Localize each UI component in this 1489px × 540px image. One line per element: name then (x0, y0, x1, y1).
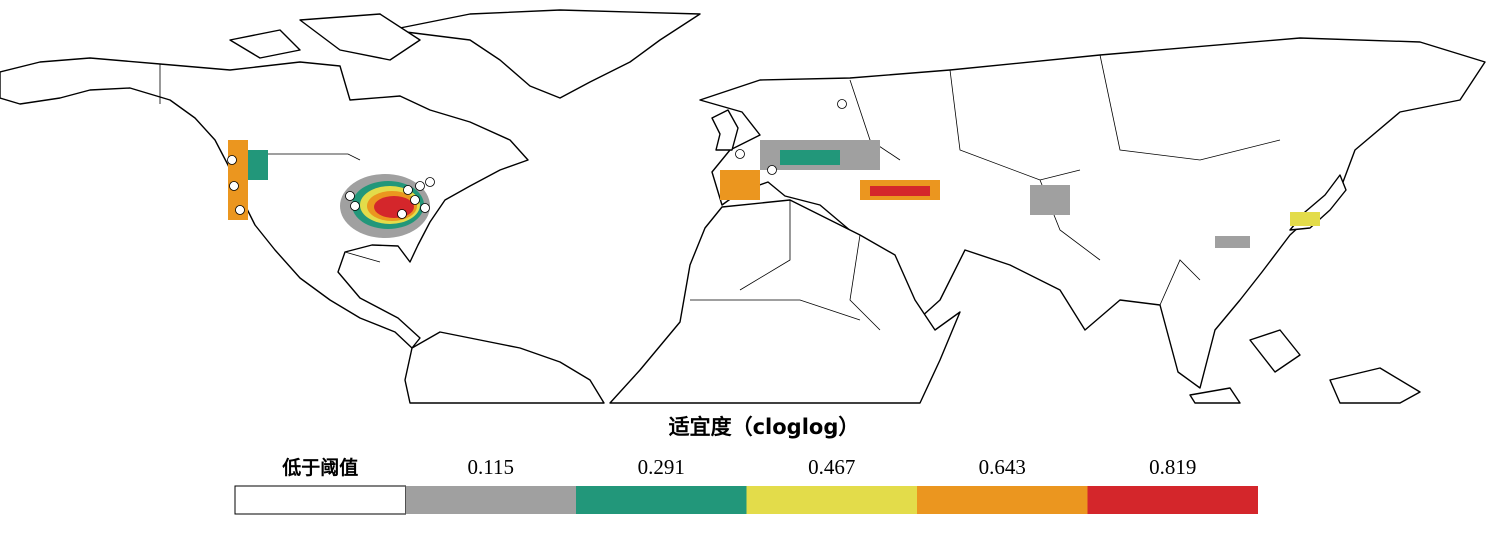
occurrence-point (735, 149, 745, 159)
occurrence-point (415, 181, 425, 191)
legend-label: 低于阈值 (281, 456, 358, 479)
occurrence-point (350, 201, 360, 211)
suitability-area (1290, 212, 1320, 226)
occurrence-point (837, 99, 847, 109)
africa (609, 199, 961, 404)
suitability-area (374, 196, 414, 218)
legend-swatch (234, 485, 406, 515)
occurrence-point (420, 203, 430, 213)
arctic-islands (229, 13, 421, 61)
legend-swatch (405, 486, 576, 514)
north-america (0, 57, 529, 349)
legend-label: 0.643 (979, 455, 1026, 479)
greenland (389, 9, 701, 99)
occurrence-points (227, 99, 847, 219)
suitability-area (780, 150, 840, 165)
occurrence-point (403, 185, 413, 195)
occurrence-point (227, 155, 237, 165)
occurrence-point (767, 165, 777, 175)
occurrence-point (235, 205, 245, 215)
suitability-area (720, 170, 760, 200)
suitability-areas (228, 140, 1320, 248)
suitability-area (1215, 236, 1250, 248)
suitability-area (248, 150, 268, 180)
occurrence-point (425, 177, 435, 187)
base-map (0, 9, 1486, 404)
suitability-area (1030, 185, 1070, 215)
legend-label: 0.819 (1149, 455, 1196, 479)
legend-label: 0.467 (808, 455, 855, 479)
legend: 低于阈值 0.115 0.291 0.467 0.643 0.819 (234, 455, 1258, 515)
south-america (404, 331, 605, 404)
britain (711, 109, 739, 151)
legend-swatch (746, 486, 917, 514)
suitability-area (870, 186, 930, 196)
occurrence-point (229, 181, 239, 191)
legend-title: 适宜度（cloglog） (669, 415, 860, 439)
legend-label: 0.115 (468, 455, 514, 479)
southeast-asia-islands (1189, 329, 1421, 404)
legend-label: 0.291 (638, 455, 685, 479)
legend-swatch (1087, 486, 1258, 514)
occurrence-point (397, 209, 407, 219)
legend-swatch (917, 486, 1088, 514)
occurrence-point (345, 191, 355, 201)
occurrence-point (410, 195, 420, 205)
legend-swatch (576, 486, 747, 514)
